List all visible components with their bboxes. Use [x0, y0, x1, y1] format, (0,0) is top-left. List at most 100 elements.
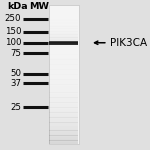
- Bar: [49, 116, 78, 118]
- Bar: [49, 11, 78, 12]
- Bar: [49, 31, 78, 32]
- Text: MW: MW: [29, 2, 49, 11]
- Bar: [49, 13, 78, 14]
- Bar: [49, 32, 78, 33]
- Bar: [49, 89, 78, 91]
- Bar: [49, 19, 78, 20]
- Bar: [49, 14, 78, 15]
- Bar: [49, 82, 78, 84]
- Bar: [49, 74, 78, 76]
- Bar: [49, 18, 78, 19]
- Bar: [49, 41, 78, 42]
- Bar: [49, 51, 78, 53]
- Bar: [49, 37, 78, 38]
- Bar: [49, 28, 78, 29]
- Bar: [49, 117, 78, 119]
- Text: 100: 100: [4, 38, 21, 47]
- Bar: [49, 41, 78, 42]
- Bar: [49, 25, 78, 26]
- Bar: [49, 19, 78, 20]
- Bar: [49, 130, 78, 132]
- Bar: [49, 45, 78, 46]
- Bar: [49, 134, 78, 136]
- Bar: [49, 15, 78, 16]
- Bar: [49, 33, 78, 34]
- Bar: [49, 140, 78, 142]
- Bar: [49, 119, 78, 121]
- Text: 25: 25: [10, 103, 21, 112]
- Bar: [49, 24, 78, 25]
- Bar: [49, 7, 78, 8]
- Bar: [49, 8, 78, 9]
- Bar: [49, 127, 78, 129]
- Bar: [49, 10, 78, 11]
- Bar: [49, 29, 78, 30]
- Bar: [49, 68, 78, 70]
- Bar: [49, 40, 78, 41]
- Bar: [49, 35, 78, 36]
- Bar: [49, 50, 78, 51]
- Bar: [49, 66, 78, 68]
- Bar: [49, 22, 78, 23]
- Bar: [49, 79, 78, 81]
- Bar: [49, 121, 78, 123]
- Text: 75: 75: [10, 49, 21, 58]
- Bar: [49, 30, 78, 31]
- Text: 37: 37: [10, 79, 21, 88]
- Bar: [49, 99, 78, 101]
- Text: kDa: kDa: [7, 2, 27, 11]
- Bar: [49, 42, 78, 43]
- Bar: [49, 69, 78, 71]
- Bar: [49, 34, 78, 35]
- Bar: [49, 71, 78, 73]
- Text: 50: 50: [10, 69, 21, 78]
- Bar: [49, 28, 78, 29]
- Bar: [49, 23, 78, 24]
- Bar: [49, 44, 78, 45]
- Bar: [49, 122, 78, 124]
- Bar: [49, 86, 78, 88]
- Bar: [49, 11, 78, 12]
- Bar: [49, 25, 78, 26]
- Bar: [49, 84, 78, 86]
- Bar: [49, 114, 78, 116]
- Bar: [49, 53, 78, 55]
- Bar: [49, 107, 78, 109]
- Bar: [49, 38, 78, 39]
- Bar: [49, 64, 78, 66]
- Bar: [49, 61, 78, 63]
- Bar: [49, 5, 78, 6]
- Bar: [49, 20, 78, 21]
- Bar: [49, 91, 78, 93]
- Bar: [49, 135, 78, 137]
- Bar: [49, 96, 78, 98]
- Bar: [49, 129, 78, 131]
- Bar: [49, 36, 78, 37]
- Bar: [49, 43, 78, 44]
- Text: 150: 150: [4, 27, 21, 36]
- Bar: [49, 112, 78, 114]
- Bar: [49, 94, 78, 96]
- Bar: [49, 109, 78, 111]
- Bar: [49, 13, 78, 14]
- Bar: [49, 46, 78, 48]
- Bar: [49, 73, 78, 75]
- Text: 250: 250: [4, 14, 21, 23]
- Bar: [49, 17, 78, 18]
- Text: PIK3CA: PIK3CA: [110, 38, 148, 48]
- Bar: [49, 42, 78, 43]
- Bar: [49, 92, 78, 95]
- Bar: [49, 81, 78, 83]
- Bar: [49, 31, 78, 32]
- Bar: [49, 9, 78, 10]
- Bar: [49, 111, 78, 113]
- Bar: [49, 104, 78, 106]
- Bar: [49, 58, 78, 60]
- Bar: [49, 22, 78, 23]
- Bar: [49, 16, 78, 17]
- Bar: [49, 4, 79, 144]
- Bar: [49, 26, 78, 27]
- Bar: [49, 132, 78, 134]
- Bar: [49, 76, 78, 78]
- Bar: [49, 142, 78, 144]
